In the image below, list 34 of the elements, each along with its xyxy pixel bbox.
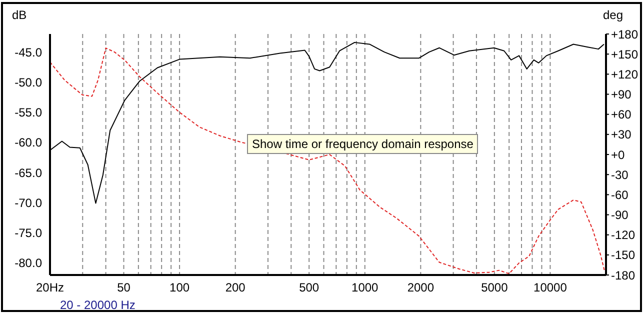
x-tick-label: 10000 bbox=[534, 280, 568, 295]
y-tick-label: -75.0 bbox=[14, 226, 42, 240]
y-tick-label: -80.0 bbox=[14, 256, 42, 270]
text: 20 - 20000 Hz bbox=[60, 298, 136, 312]
y-tick-label: -60.0 bbox=[14, 136, 42, 150]
y2-tick-label: +120 bbox=[611, 67, 638, 82]
x-tick-label: 20Hz bbox=[36, 280, 64, 295]
y2-axis-title: deg bbox=[603, 8, 624, 22]
y2-tick-label: -150 bbox=[611, 248, 636, 262]
y-tick-label: -55.0 bbox=[14, 106, 42, 120]
x-tick-label: 5000 bbox=[481, 280, 508, 295]
annotation: Show time or frequency domain response bbox=[247, 134, 478, 154]
y2-tick-label: +90 bbox=[611, 88, 632, 102]
x-tick-label: 1000 bbox=[352, 280, 379, 295]
y-tick-label: -70.0 bbox=[14, 196, 42, 210]
y2-tick-label: -120 bbox=[611, 228, 636, 242]
y2-tick-label: +60 bbox=[611, 108, 632, 122]
x-tick-label: 200 bbox=[225, 280, 246, 295]
y2-tick-label: +0 bbox=[611, 148, 626, 162]
y2-tick-label: -60 bbox=[611, 188, 629, 202]
y2-tick-label: +180 bbox=[611, 27, 638, 42]
y2-tick-label: -30 bbox=[611, 168, 629, 182]
y2-tick-label: -180 bbox=[611, 268, 636, 282]
x-tick-label: 100 bbox=[170, 280, 190, 295]
y-axis-title: dB bbox=[12, 8, 27, 22]
y-tick-label: -50.0 bbox=[14, 75, 42, 90]
y2-tick-label: +150 bbox=[611, 47, 638, 62]
y-tick-label: -65.0 bbox=[14, 166, 42, 180]
y2-tick-label: +30 bbox=[611, 128, 632, 142]
x-tick-label: 500 bbox=[299, 280, 320, 295]
y2-tick-label: -90 bbox=[611, 208, 629, 222]
x-tick-label: 2000 bbox=[407, 280, 434, 295]
x-tick-label: 50 bbox=[117, 280, 131, 295]
y-tick-label: -45.0 bbox=[14, 45, 42, 60]
